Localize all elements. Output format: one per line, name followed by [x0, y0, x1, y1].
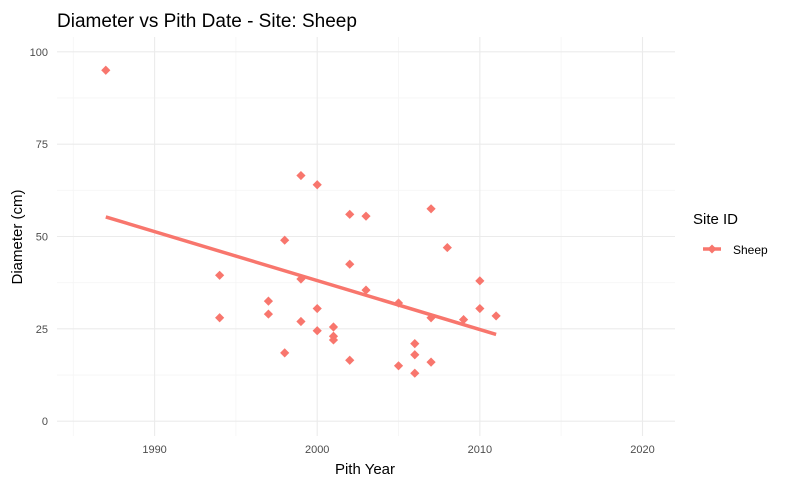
legend: Site ID Sheep — [693, 211, 768, 257]
data-point — [296, 316, 306, 327]
data-point — [393, 361, 404, 371]
y-tick-label: 0 — [42, 416, 48, 428]
data-point — [312, 180, 322, 190]
x-tick-label: 1990 — [142, 444, 166, 456]
data-point — [475, 303, 485, 314]
data-point — [280, 235, 290, 245]
data-point — [296, 274, 306, 284]
data-point — [328, 335, 339, 345]
data-point — [361, 211, 371, 221]
x-tick-label: 2020 — [630, 444, 654, 456]
data-point — [215, 313, 225, 323]
x-tick-labels: 1990 2000 2010 2020 — [142, 444, 654, 456]
data-point — [410, 368, 420, 378]
data-point — [215, 270, 225, 280]
data-point — [410, 350, 420, 360]
data-point — [458, 315, 469, 325]
data-point — [345, 209, 355, 219]
legend-key-marker — [707, 244, 717, 254]
points-layer — [101, 65, 501, 378]
data-point — [263, 296, 274, 306]
data-point — [426, 313, 436, 323]
data-point — [426, 204, 436, 214]
legend-title: Site ID — [693, 211, 738, 228]
y-tick-label: 75 — [36, 139, 48, 151]
y-tick-label: 25 — [36, 324, 48, 336]
y-tick-labels: 0 25 50 75 100 — [30, 47, 48, 428]
data-point — [442, 242, 452, 253]
legend-label-sheep: Sheep — [733, 243, 768, 257]
data-point — [345, 259, 355, 269]
data-point — [345, 355, 355, 365]
grid-lines — [57, 37, 675, 436]
y-tick-label: 100 — [30, 47, 48, 59]
data-point — [296, 170, 306, 181]
data-point — [410, 339, 420, 349]
x-axis-title: Pith Year — [335, 461, 395, 478]
data-point — [393, 298, 404, 308]
x-tick-label: 2010 — [468, 444, 492, 456]
data-point — [312, 326, 322, 336]
data-point — [475, 276, 485, 286]
data-point — [280, 348, 290, 358]
data-point — [101, 65, 111, 75]
data-point — [312, 303, 322, 314]
y-tick-label: 50 — [36, 232, 48, 244]
data-point — [426, 357, 436, 367]
x-tick-label: 2000 — [305, 444, 329, 456]
data-point — [328, 322, 339, 332]
data-point — [491, 311, 501, 321]
data-point — [361, 285, 371, 295]
y-axis-title: Diameter (cm) — [9, 189, 26, 284]
data-point — [263, 309, 274, 319]
chart-title: Diameter vs Pith Date - Site: Sheep — [57, 11, 357, 32]
